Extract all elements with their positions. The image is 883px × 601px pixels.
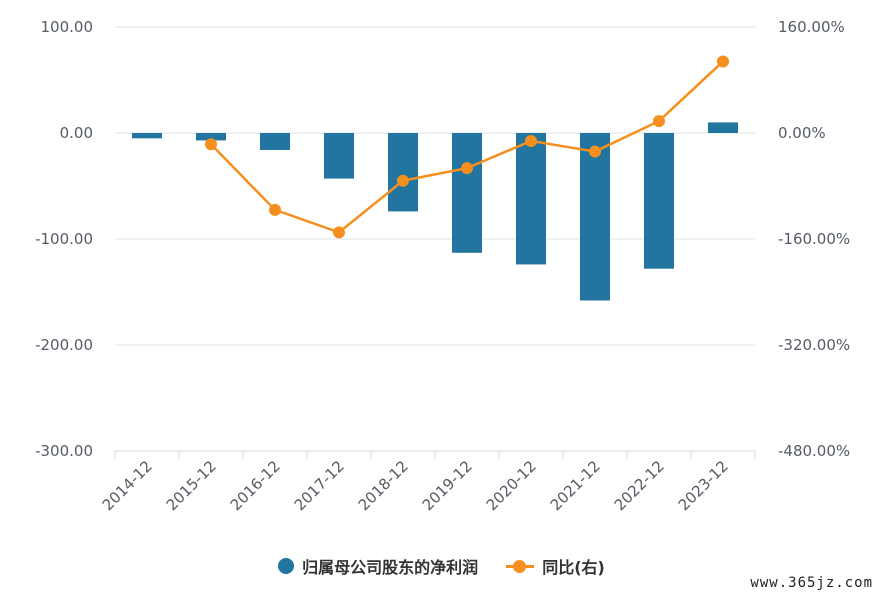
yoy-point-2022-12: [653, 115, 665, 128]
bar-2019-12: [452, 133, 482, 253]
yoy-point-2021-12: [589, 145, 601, 158]
yoy-point-2018-12: [397, 174, 409, 187]
x-tick-label: 2023-12: [675, 457, 732, 514]
chart-legend: 归属母公司股东的净利润 同比(右): [0, 551, 883, 581]
yoy-point-2017-12: [333, 226, 345, 239]
yoy-point-2019-12: [461, 162, 473, 175]
right-tick-label: -160.00%: [778, 230, 850, 248]
yoy-point-2020-12: [525, 134, 537, 147]
bar-2018-12: [388, 133, 418, 212]
legend-line-swatch: [506, 558, 535, 574]
watermark-text: www.365jz.com: [750, 575, 873, 591]
x-tick-label: 2020-12: [483, 457, 540, 514]
right-tick-label: 160.00%: [778, 18, 845, 36]
bar-2016-12: [260, 133, 290, 150]
legend-line-label: 同比(右): [542, 558, 605, 577]
right-tick-label: -320.00%: [778, 336, 850, 354]
left-tick-label: -100.00: [35, 230, 93, 248]
x-tick-label: 2016-12: [227, 457, 284, 514]
x-tick-label: 2022-12: [611, 457, 668, 514]
yoy-point-2016-12: [269, 203, 281, 216]
legend-bar-label: 归属母公司股东的净利润: [302, 558, 479, 577]
yoy-point-2023-12: [717, 55, 729, 68]
right-tick-label: -480.00%: [778, 442, 850, 460]
bar-2020-12: [516, 133, 546, 265]
x-tick-label: 2017-12: [291, 457, 348, 514]
bar-2022-12: [644, 133, 674, 269]
legend-bar-swatch: [278, 558, 295, 574]
x-tick-label: 2014-12: [99, 457, 156, 514]
x-tick-label: 2018-12: [355, 457, 412, 514]
left-tick-label: -200.00: [35, 336, 93, 354]
yoy-point-2015-12: [205, 138, 217, 151]
left-tick-label: -300.00: [35, 442, 93, 460]
left-tick-label: 0.00: [60, 124, 93, 142]
chart-canvas: 100.00 160.00% 0.00 0.00% -100.00 -160.00% -20…: [35, 18, 850, 514]
legend-item-yoy[interactable]: 同比(右): [506, 554, 605, 578]
right-tick-label: 0.00%: [778, 124, 826, 142]
bar-2015-12: [196, 133, 226, 141]
x-tick-label: 2015-12: [163, 457, 220, 514]
bar-2021-12: [580, 133, 610, 301]
x-tick-label: 2021-12: [547, 457, 604, 514]
bar-2014-12: [132, 133, 162, 139]
bar-2023-12: [708, 122, 738, 133]
legend-item-net-profit[interactable]: 归属母公司股东的净利润: [278, 554, 478, 578]
left-tick-label: 100.00: [41, 18, 94, 36]
bar-2017-12: [324, 133, 354, 179]
x-tick-label: 2019-12: [419, 457, 476, 514]
